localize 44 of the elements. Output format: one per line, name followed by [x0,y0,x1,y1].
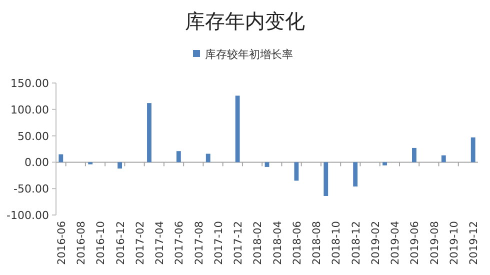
x-tick-label: 2017-10 [212,221,225,265]
bar [206,154,210,162]
bar [118,162,122,169]
x-tick-label: 2016-12 [114,221,127,265]
x-tick-label: 2018-10 [330,221,343,265]
x-tick-label: 2018-12 [350,221,362,265]
x-tick-label: 2019-12 [468,221,480,265]
x-tick-label: 2016-08 [76,221,88,265]
y-tick-label: -100.00 [6,209,49,222]
x-tick-label: 2016-06 [56,220,68,265]
x-tick-label: 2017-04 [154,220,166,265]
x-tick-label: 2017-02 [134,221,146,265]
x-tick-label: 2018-02 [252,221,264,265]
y-tick-label: 50.00 [18,130,49,143]
bar [382,162,387,166]
x-tick-label: 2019-04 [390,220,402,265]
y-tick-label: 150.00 [10,77,49,90]
y-tick-label: -50.00 [14,182,49,196]
x-tick-label: 2017-06 [174,220,186,265]
y-tick-label: 0.00 [24,156,49,170]
x-tick-label: 2019-10 [448,221,460,265]
x-tick-label: 2018-06 [291,220,304,265]
legend-label: 库存较年初增长率 [205,48,293,61]
x-tick-label: 2016-10 [95,221,108,265]
chart-title: 库存年内变化 [185,9,305,33]
bar [353,162,358,186]
bar [294,162,299,181]
bar [470,137,476,162]
x-tick-label: 2017-12 [232,221,245,265]
bar [147,103,152,162]
x-tick-label: 2019-02 [370,221,382,265]
x-tick-label: 2019-06 [409,220,422,265]
x-tick-label: 2019-08 [428,221,441,265]
bar [176,151,181,162]
bar [264,162,270,167]
x-tick-label: 2018-08 [311,221,324,265]
x-tick-label: 2017-08 [193,221,206,265]
bar [412,148,416,162]
bar [58,154,64,162]
bar [441,155,446,162]
bar [235,96,240,162]
y-tick-label: 100.00 [10,103,49,116]
bar [324,162,328,196]
x-tick-label: 2018-04 [272,220,284,265]
